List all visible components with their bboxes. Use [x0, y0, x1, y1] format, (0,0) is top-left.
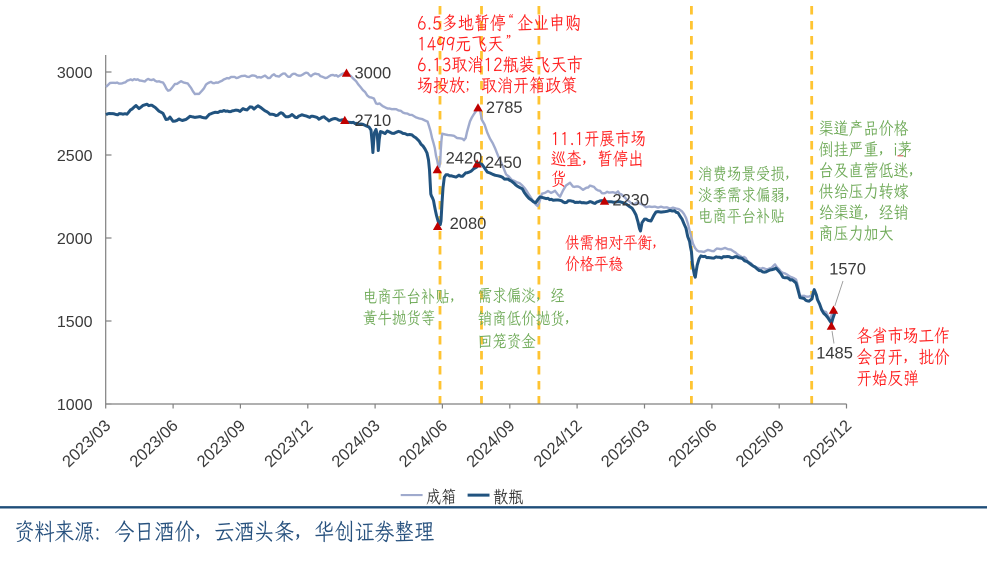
svg-text:3000: 3000 [57, 65, 93, 82]
svg-text:2500: 2500 [57, 148, 93, 165]
svg-text:1500: 1500 [57, 314, 93, 331]
svg-text:2450: 2450 [485, 154, 522, 172]
svg-text:3000: 3000 [355, 65, 392, 83]
svg-text:2230: 2230 [612, 192, 649, 210]
svg-text:1000: 1000 [57, 397, 93, 414]
svg-text:2710: 2710 [355, 112, 392, 130]
svg-text:2420: 2420 [446, 150, 483, 168]
svg-text:1570: 1570 [829, 261, 866, 279]
svg-text:1485: 1485 [816, 345, 853, 363]
svg-text:2000: 2000 [57, 231, 93, 248]
svg-text:2785: 2785 [486, 99, 523, 117]
svg-text:2080: 2080 [450, 215, 487, 233]
